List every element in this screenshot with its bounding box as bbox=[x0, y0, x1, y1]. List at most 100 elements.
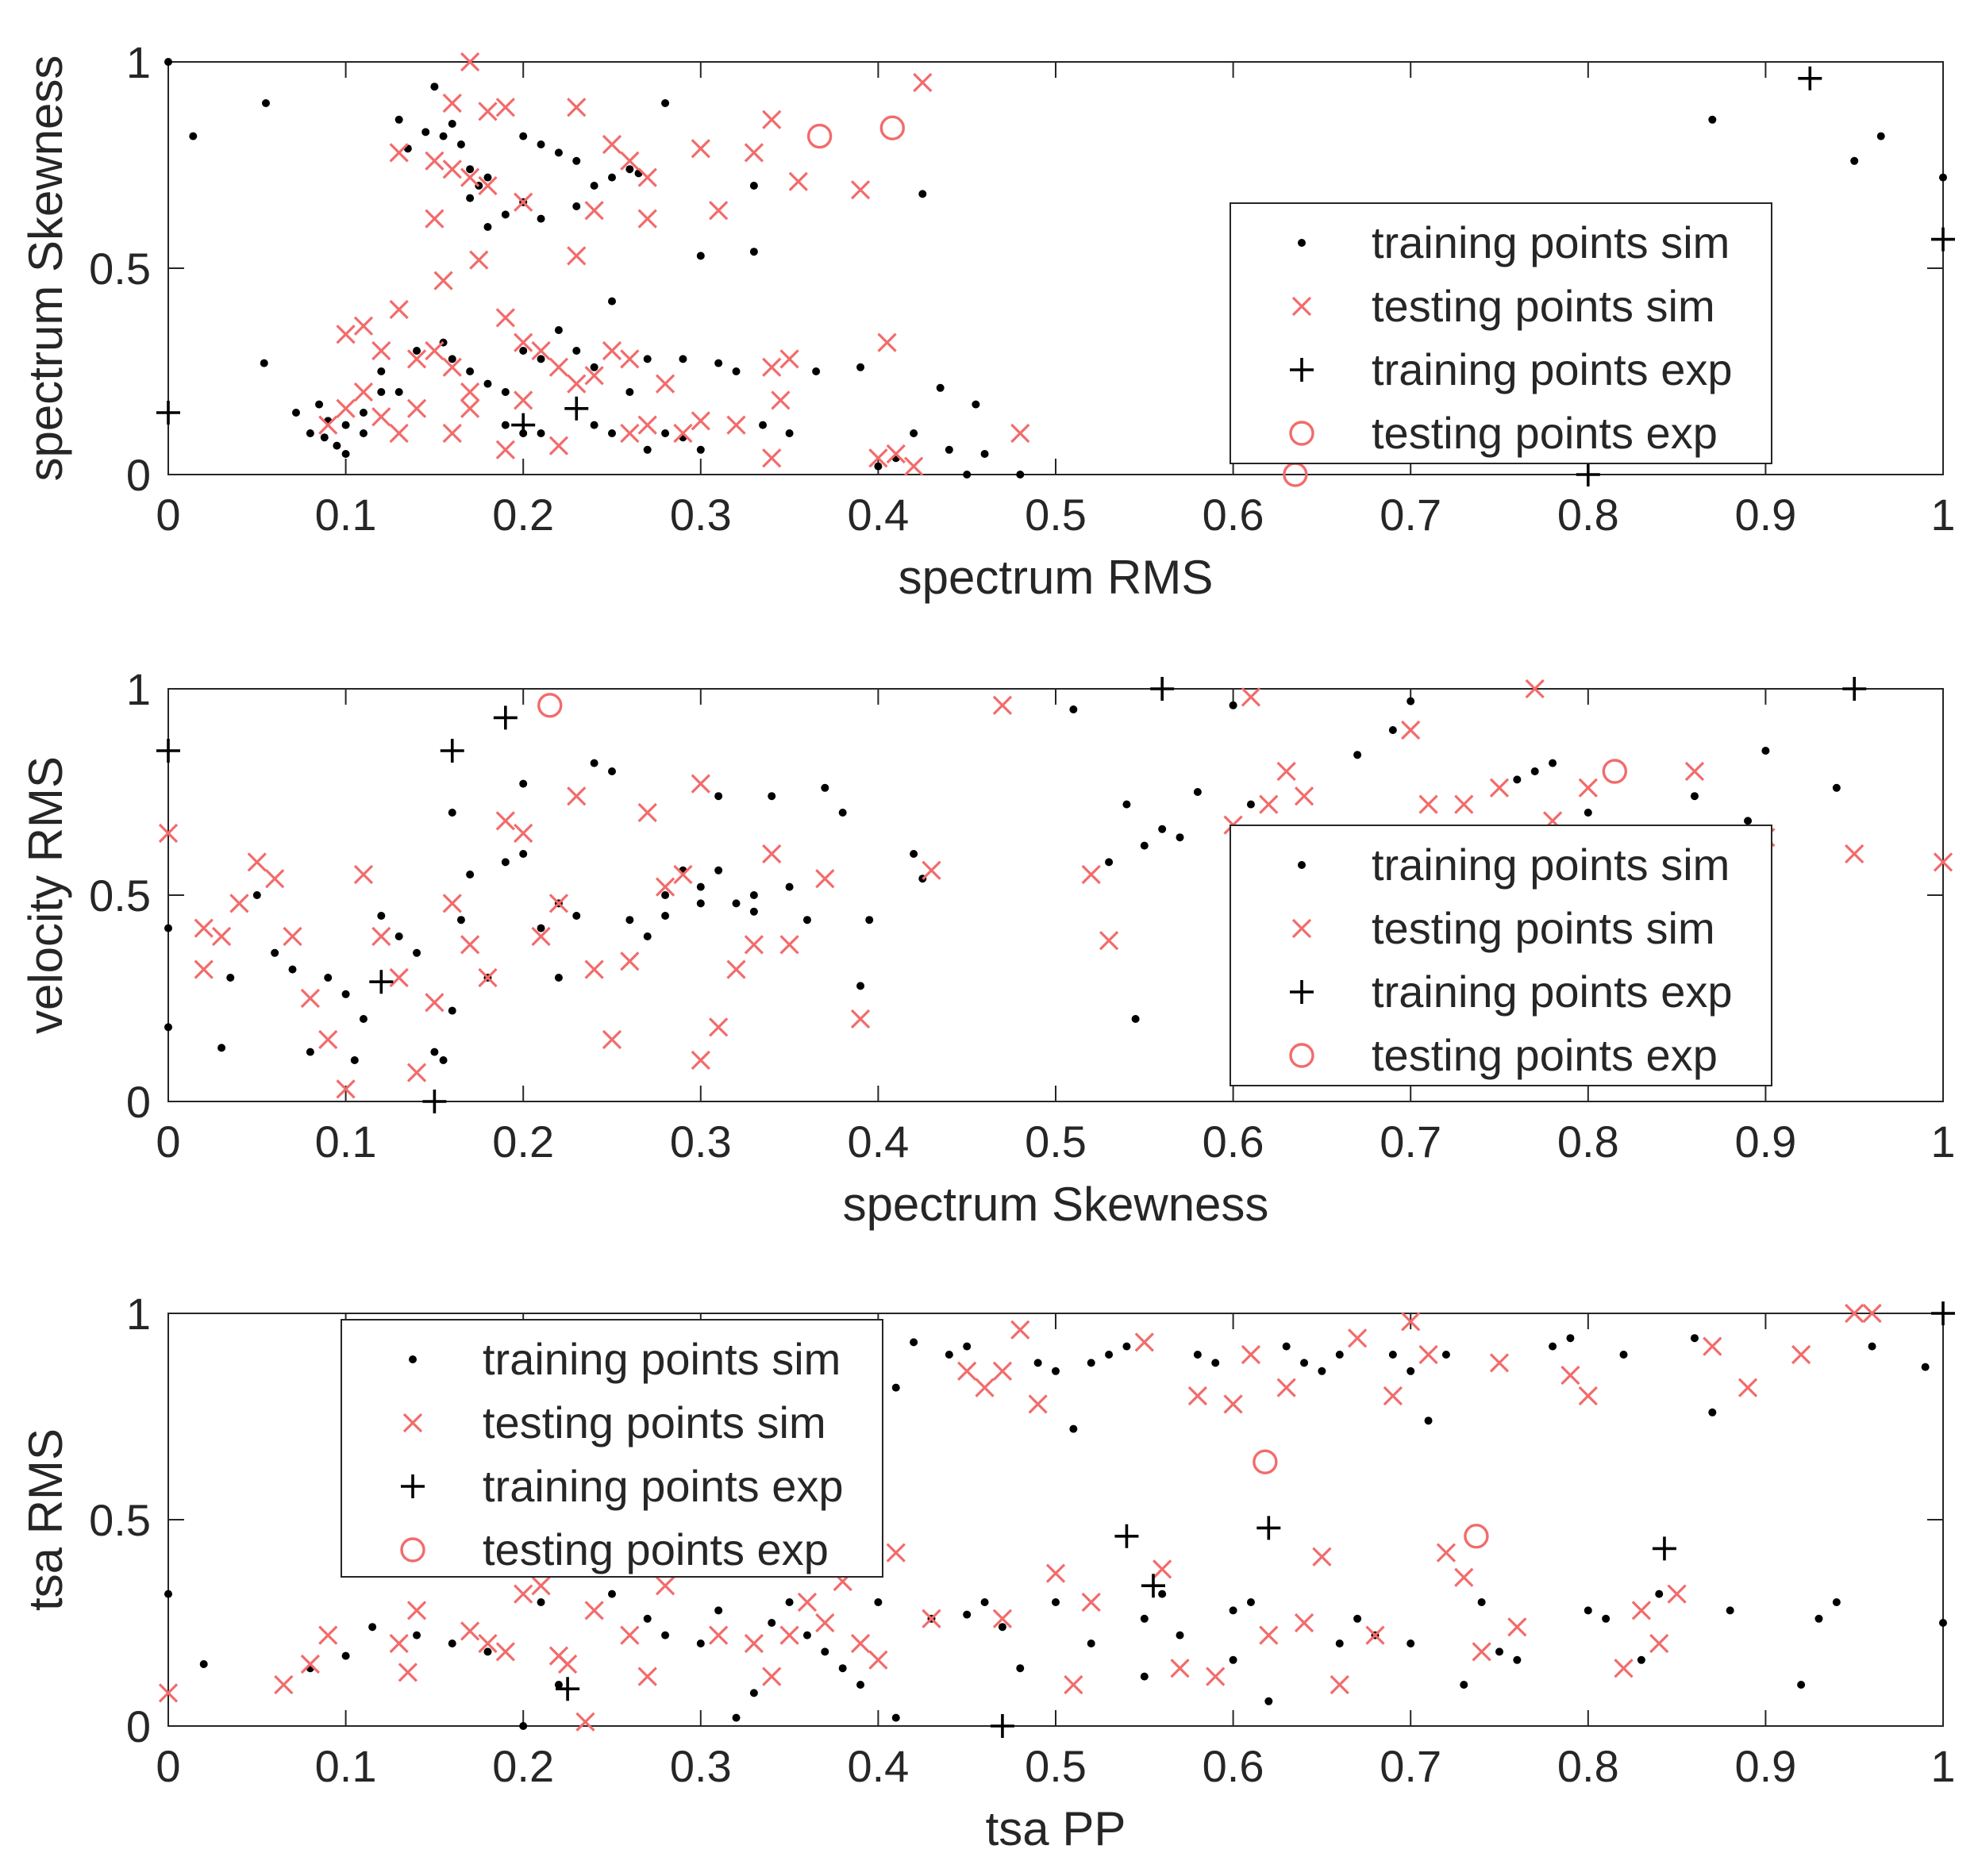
point-testing-points-sim bbox=[1703, 1336, 1722, 1356]
point-testing-points-sim bbox=[886, 444, 906, 464]
point-testing-points-sim bbox=[1081, 864, 1101, 885]
point-testing-points-sim bbox=[584, 201, 604, 221]
x-tick-label: 0.1 bbox=[315, 490, 377, 540]
point-training-points-sim bbox=[1761, 747, 1770, 755]
point-training-points-sim bbox=[164, 1590, 172, 1598]
point-training-points-sim bbox=[341, 990, 350, 998]
point-training-points-sim bbox=[732, 899, 741, 908]
point-testing-points-sim bbox=[567, 786, 587, 806]
point-testing-points-sim bbox=[779, 1625, 799, 1645]
point-testing-points-sim bbox=[194, 959, 214, 979]
series-testing-points-sim bbox=[318, 52, 1030, 476]
point-testing-points-sim bbox=[726, 959, 746, 979]
point-training-points-sim bbox=[1353, 751, 1362, 759]
point-training-points-sim bbox=[306, 1048, 314, 1056]
point-training-points-sim bbox=[448, 809, 456, 817]
point-training-points-sim bbox=[306, 429, 314, 437]
point-training-points-sim bbox=[918, 190, 927, 198]
point-training-points-sim bbox=[501, 210, 510, 219]
point-training-points-sim bbox=[537, 214, 545, 223]
point-training-points-sim bbox=[260, 359, 268, 367]
point-testing-points-sim bbox=[371, 926, 391, 947]
point-testing-points-sim bbox=[389, 1633, 409, 1654]
x-tick-label: 0.9 bbox=[1734, 1741, 1796, 1791]
point-training-points-sim bbox=[288, 965, 297, 974]
point-training-points-sim bbox=[608, 297, 616, 306]
y-tick-label: 0.5 bbox=[89, 871, 151, 921]
point-testing-points-sim bbox=[1436, 1543, 1457, 1563]
point-training-points-sim bbox=[199, 1660, 208, 1668]
point-training-points-sim bbox=[421, 128, 430, 136]
point-training-points-sim bbox=[1850, 156, 1859, 165]
point-training-points-sim bbox=[643, 355, 652, 363]
point-testing-points-sim bbox=[1667, 1584, 1687, 1604]
x-tick-label: 0.9 bbox=[1734, 1117, 1796, 1167]
legend-label-testing-points-sim: testing points sim bbox=[483, 1397, 826, 1447]
point-testing-points-sim bbox=[1259, 794, 1279, 814]
point-training-points-sim bbox=[1513, 775, 1522, 784]
point-training-points-sim bbox=[466, 367, 475, 375]
point-training-points-sim bbox=[1407, 1640, 1415, 1647]
point-testing-points-sim bbox=[389, 299, 409, 320]
point-testing-points-sim bbox=[637, 415, 657, 435]
point-testing-points-sim bbox=[637, 1666, 657, 1686]
point-testing-points-sim bbox=[398, 1663, 418, 1682]
point-testing-points-sim bbox=[691, 1050, 710, 1071]
x-tick-label: 0 bbox=[156, 490, 180, 540]
point-testing-points-sim bbox=[762, 844, 782, 864]
legend-marker-testing-points-sim bbox=[1291, 296, 1312, 317]
point-training-points-sim bbox=[936, 383, 945, 392]
point-training-points-exp bbox=[156, 739, 180, 763]
point-training-points-sim bbox=[643, 1614, 652, 1623]
point-testing-points-sim bbox=[460, 167, 480, 187]
point-testing-points-sim bbox=[620, 1625, 640, 1645]
x-tick-label: 0.7 bbox=[1380, 1741, 1441, 1791]
point-testing-points-sim bbox=[158, 1683, 179, 1703]
point-testing-points-sim bbox=[318, 1029, 338, 1050]
point-training-points-exp bbox=[1931, 1301, 1955, 1325]
point-testing-points-sim bbox=[274, 1674, 294, 1695]
point-testing-points-sim bbox=[1489, 1353, 1510, 1373]
point-testing-points-sim bbox=[691, 774, 710, 794]
point-testing-points-sim bbox=[425, 209, 444, 229]
point-training-points-sim bbox=[643, 445, 652, 454]
point-training-points-sim bbox=[1921, 1363, 1930, 1371]
point-testing-points-sim bbox=[389, 143, 409, 163]
x-tick-label: 0.5 bbox=[1025, 1117, 1087, 1167]
x-tick-label: 0.1 bbox=[315, 1117, 377, 1167]
legend-label-testing-points-sim: testing points sim bbox=[1372, 903, 1715, 953]
point-training-points-sim bbox=[874, 462, 883, 471]
point-testing-points-sim bbox=[744, 1633, 764, 1654]
point-testing-points-sim bbox=[922, 860, 941, 880]
point-training-points-sim bbox=[1140, 1614, 1149, 1623]
point-testing-points-sim bbox=[655, 374, 675, 394]
point-testing-points-sim bbox=[567, 374, 587, 394]
point-testing-points-sim bbox=[514, 192, 533, 212]
point-training-points-sim bbox=[501, 388, 510, 396]
point-testing-points-sim bbox=[1223, 1394, 1243, 1414]
point-training-points-sim bbox=[439, 1056, 448, 1064]
point-testing-points-sim bbox=[655, 877, 675, 897]
point-testing-points-sim bbox=[1347, 1328, 1368, 1348]
point-testing-points-sim bbox=[353, 382, 374, 402]
point-testing-points-sim bbox=[850, 1009, 871, 1029]
point-testing-points-sim bbox=[1153, 1559, 1172, 1579]
x-tick-label: 1 bbox=[1930, 1741, 1955, 1791]
x-tick-label: 0.4 bbox=[847, 1117, 909, 1167]
x-tick-label: 0.9 bbox=[1734, 490, 1796, 540]
point-testing-points-exp bbox=[1602, 759, 1628, 784]
point-testing-points-sim bbox=[1294, 786, 1314, 806]
point-training-points-sim bbox=[554, 974, 563, 982]
point-testing-points-sim bbox=[1525, 679, 1545, 699]
point-testing-points-sim bbox=[868, 1650, 888, 1670]
point-testing-points-sim bbox=[575, 1712, 595, 1732]
point-testing-points-sim bbox=[460, 1621, 480, 1641]
x-tick-label: 0.2 bbox=[492, 490, 554, 540]
point-training-points-sim bbox=[802, 1631, 811, 1640]
point-training-points-sim bbox=[1353, 1614, 1362, 1623]
point-training-points-sim bbox=[1246, 800, 1255, 809]
point-training-points-sim bbox=[874, 1598, 883, 1606]
point-training-points-sim bbox=[483, 223, 492, 231]
point-testing-points-sim bbox=[265, 869, 285, 889]
